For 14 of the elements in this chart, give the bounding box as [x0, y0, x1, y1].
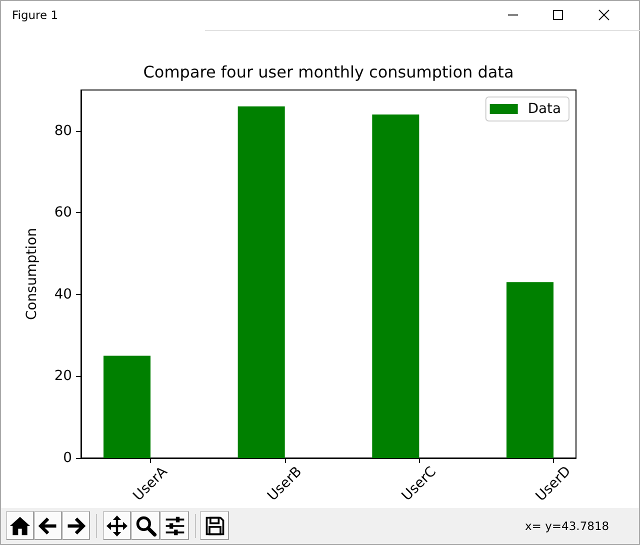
bar — [372, 114, 420, 458]
y-tick-label: 40 — [54, 286, 72, 302]
y-tick-label: 0 — [63, 450, 72, 466]
caption: Figure 1 — [12, 7, 58, 23]
y-tick-label: 80 — [54, 122, 72, 139]
bar — [238, 106, 285, 458]
y-axis-title: Consumption — [24, 228, 40, 320]
chart-title: Compare four user monthly consumption data — [143, 62, 514, 82]
y-tick-label: 20 — [54, 368, 72, 384]
bar — [104, 356, 151, 458]
bar — [506, 282, 554, 458]
y-tick-label: 60 — [54, 204, 72, 221]
legend-label: Data — [528, 101, 562, 117]
text: x= y=43.7818 — [525, 518, 610, 534]
